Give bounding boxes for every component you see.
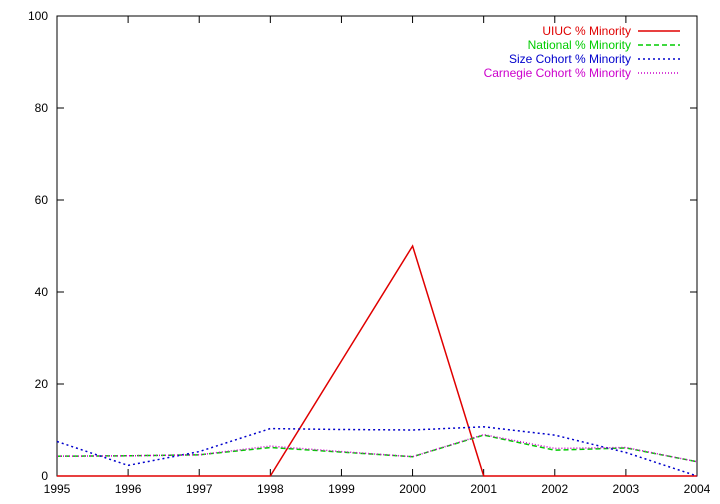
plot-area-frame [56,15,698,477]
legend-label: Size Cohort % Minority [509,52,631,66]
x-tick-label: 2002 [541,482,568,496]
series-line-3 [56,426,698,477]
legend-label: Carnegie Cohort % Minority [484,66,631,80]
legend-label: National % Minority [528,38,631,52]
y-tick-label: 60 [35,193,49,207]
y-tick-label: 20 [35,377,49,391]
x-tick-label: 2003 [613,482,640,496]
x-tick-label: 2000 [399,482,426,496]
x-tick-label: 2004 [684,482,711,496]
series-line-1 [57,244,697,477]
x-tick-label: 1997 [186,482,213,496]
series-layer [56,244,698,477]
legend-label: UIUC % Minority [542,24,631,38]
series-line-4 [56,433,698,463]
x-tick-label: 1995 [44,482,71,496]
y-tick-label: 0 [41,469,48,483]
x-tick-label: 1999 [328,482,355,496]
x-axis: 1995 1996 1997 1998 1999 2000 2001 2002 2003 2004 [44,16,711,496]
y-tick-label: 40 [35,285,49,299]
x-tick-label: 1996 [115,482,142,496]
x-tick-label: 2001 [470,482,497,496]
series-line-2 [56,434,698,463]
x-tick-label: 1998 [257,482,284,496]
y-tick-label: 100 [28,9,48,23]
y-axis: 0 20 40 60 80 100 [28,9,697,483]
y-tick-label: 80 [35,101,49,115]
